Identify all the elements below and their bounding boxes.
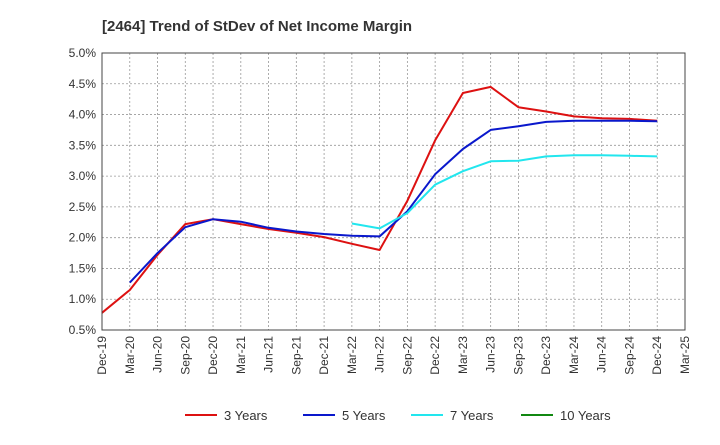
x-tick-label: Sep-23 (511, 336, 525, 375)
y-tick-label: 5.0% (69, 46, 97, 60)
legend: 3 Years 5 Years 7 Years 10 Years (185, 408, 611, 423)
y-tick-label: 2.0% (69, 231, 97, 245)
x-tick-label: Mar-25 (678, 336, 692, 374)
x-tick-label: Jun-23 (484, 336, 498, 373)
y-tick-label: 3.0% (69, 169, 97, 183)
y-tick-label: 1.0% (69, 292, 97, 306)
y-tick-label: 2.5% (69, 200, 97, 214)
x-tick-label: Jun-20 (151, 336, 165, 373)
y-tick-label: 3.5% (69, 138, 97, 152)
y-tick-label: 1.5% (69, 261, 97, 275)
x-tick-label: Dec-24 (650, 336, 664, 375)
y-tick-label: 4.5% (69, 77, 97, 91)
x-tick-label: Dec-23 (539, 336, 553, 375)
y-axis-ticks: 0.5% 1.0% 1.5% 2.0% 2.5% 3.0% 3.5% 4.0% 4.5% 5.0% (69, 46, 97, 337)
x-tick-label: Dec-20 (206, 336, 220, 375)
x-tick-label: Sep-20 (178, 336, 192, 375)
plot-frame (101, 52, 686, 331)
legend-label-7-years: 7 Years (450, 408, 494, 423)
x-tick-label: Mar-20 (123, 336, 137, 374)
x-tick-label: Mar-21 (234, 336, 248, 374)
series-line-5-years (129, 119, 658, 284)
x-tick-label: Mar-24 (567, 336, 581, 374)
plot-area (102, 53, 685, 330)
legend-label-10-years: 10 Years (560, 408, 611, 423)
x-tick-label: Dec-21 (317, 336, 331, 375)
legend-label-5-years: 5 Years (342, 408, 386, 423)
series-line-7-years (351, 154, 658, 230)
x-tick-label: Dec-22 (428, 336, 442, 375)
x-tick-label: Jun-22 (373, 336, 387, 373)
x-tick-label: Sep-22 (400, 336, 414, 375)
series-line-3-years (101, 85, 658, 314)
y-tick-label: 0.5% (69, 323, 97, 337)
x-tick-label: Sep-21 (289, 336, 303, 375)
x-tick-label: Jun-24 (595, 336, 609, 373)
series-lines (101, 85, 658, 314)
chart-title: [2464] Trend of StDev of Net Income Marg… (102, 18, 412, 35)
x-axis-ticks: Dec-19 Mar-20 Jun-20 Sep-20 Dec-20 Mar-21 Jun-… (95, 336, 692, 375)
x-tick-label: Mar-23 (456, 336, 470, 374)
x-tick-label: Dec-19 (95, 336, 109, 375)
x-tick-label: Mar-22 (345, 336, 359, 374)
legend-label-3-years: 3 Years (224, 408, 268, 423)
x-tick-label: Jun-21 (262, 336, 276, 373)
x-tick-label: Sep-24 (622, 336, 636, 375)
y-tick-label: 4.0% (69, 108, 97, 122)
